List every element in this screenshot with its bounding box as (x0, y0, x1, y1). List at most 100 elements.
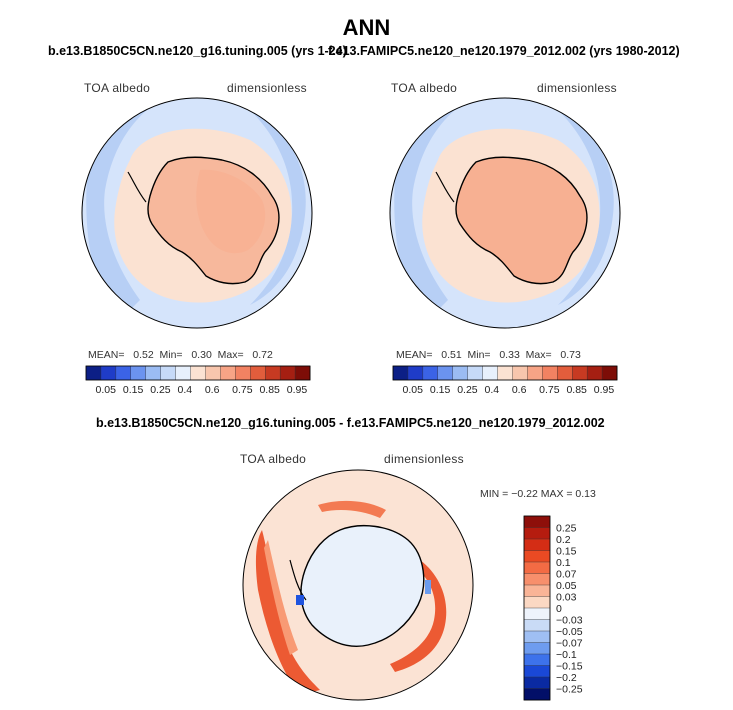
panel2-colorbar-swatch (527, 365, 543, 381)
panel1-colorbar-frame (85, 365, 311, 381)
panel2-colorbar-swatch (542, 365, 558, 381)
panel1-colorbar-swatch (85, 365, 102, 381)
diff-colorbar-swatch (523, 630, 551, 644)
diff-colorbar-tick-label: −0.25 (556, 684, 583, 696)
panel2-antarctica (456, 157, 587, 284)
diff-colorbar-tick-label: 0 (556, 603, 562, 615)
diff-subtitle: b.e13.B1850C5CN.ne120_g16.tuning.005 - f… (96, 416, 605, 430)
diff-colorbar-swatch (523, 573, 551, 586)
panel2-units-label: dimensionless (537, 81, 617, 95)
diff-colorbar-swatch (523, 676, 551, 690)
diff-var-label: TOA albedo (240, 452, 307, 466)
panel1-colorbar-tick-label: 0.25 (150, 384, 171, 396)
panel1-peninsula (127, 171, 147, 203)
diff-blue-patch-east (425, 580, 431, 594)
diff-colorbar-tick-label: −0.07 (556, 638, 583, 650)
diff-colorbar-tick-label: 0.07 (556, 569, 577, 581)
diff-map-border (242, 469, 474, 701)
panel2-colorbar-tick-label: 0.15 (430, 384, 451, 396)
panel2-ocean-band-east (558, 110, 614, 305)
panel1-ocean-band-east (250, 110, 306, 305)
panel1-colorbar-swatch (190, 365, 206, 381)
panel2-colorbar-swatch (422, 365, 439, 381)
panel1-subtitle: b.e13.B1850C5CN.ne120_g16.tuning.005 (yr… (48, 44, 347, 58)
figure-title: ANN (342, 15, 391, 40)
diff-colorbar-swatch (523, 688, 551, 701)
panel1-colorbar-swatch (220, 365, 236, 381)
panel2-colorbar-swatch (407, 365, 424, 381)
diff-peninsula (289, 559, 307, 601)
diff-colorbar-tick-label: −0.1 (556, 649, 577, 661)
panel2-map-border (389, 97, 621, 329)
diff-colorbar-swatch (523, 665, 551, 678)
panel2-colorbar: 0.05 0.15 0.25 0.4 0.6 0.75 0.85 0.95 (392, 365, 618, 396)
diff-coastline (300, 525, 425, 647)
panel2-colorbar-swatch (467, 365, 484, 381)
panel1-mean: MEAN= 0.52 Min= 0.30 Max= 0.72 (88, 349, 273, 361)
diff-red-north (318, 500, 386, 518)
diff-colorbar-swatch (523, 653, 551, 667)
diff-units-label: dimensionless (384, 452, 464, 466)
panel1-units-label: dimensionless (227, 81, 307, 95)
panel2-coastline (455, 156, 588, 285)
diff-colorbar-swatch (523, 561, 551, 575)
diff-colorbar-tick-label: 0.1 (556, 557, 571, 569)
diff-colorbar-swatch (523, 642, 551, 655)
diff-antarctica (300, 525, 424, 647)
diff-colorbar: 0.250.20.150.10.070.050.030−0.03−0.05−0.… (523, 515, 583, 701)
panel2-peninsula (435, 171, 455, 203)
panel1-colorbar-tick-label: 0.95 (287, 384, 308, 396)
panel1-colorbar: 0.05 0.15 0.25 0.4 0.6 0.75 0.85 0.95 (85, 365, 311, 396)
diff-colorbar-tick-label: −0.2 (556, 672, 577, 684)
panel2-colorbar-swatch (482, 365, 499, 381)
panel1-colorbar-tick-label: 0.15 (123, 384, 144, 396)
panel1-colorbar-tick-label: 0.6 (205, 384, 220, 396)
panel1-colorbar-swatch (100, 365, 117, 381)
diff-colorbar-tick-label: 0.2 (556, 534, 571, 546)
panel1-colorbar-swatch (115, 365, 132, 381)
diff-colorbar-swatch (523, 607, 551, 621)
panel2-mean: MEAN= 0.51 Min= 0.33 Max= 0.73 (396, 349, 581, 361)
diff-colorbar-tick-label: 0.15 (556, 546, 577, 558)
panel1-colorbar-swatch (160, 365, 177, 381)
diff-colorbar-tick-label: −0.03 (556, 615, 583, 627)
panel2-colorbar-swatch (392, 365, 409, 381)
diff-colorbar-swatch (523, 584, 551, 598)
panel1-colorbar-tick-label: 0.05 (96, 384, 117, 396)
diff-colorbar-swatch (523, 538, 551, 552)
diff-colorbar-tick-label: −0.15 (556, 661, 583, 673)
panel1-colorbar-swatch (175, 365, 192, 381)
panel2-colorbar-swatch (452, 365, 469, 381)
panel1-coastline (147, 156, 280, 285)
panel2-colorbar-tick-label: 0.05 (403, 384, 424, 396)
diff-colorbar-tick-label: 0.03 (556, 592, 577, 604)
diff-colorbar-tick-label: −0.05 (556, 626, 583, 638)
panel2-var-label: TOA albedo (391, 81, 458, 95)
diff-colorbar-frame (523, 515, 551, 701)
panel1-colorbar-swatch (250, 365, 266, 381)
panel1-colorbar-swatch (279, 365, 296, 381)
diff-red-east (390, 560, 447, 672)
panel2-colorbar-swatch (586, 365, 603, 381)
diff-colorbar-tick-label: 0.25 (556, 523, 577, 535)
panel1-colorbar-swatch (145, 365, 162, 381)
panel2-colorbar-swatch (601, 365, 618, 381)
panel1-colorbar-swatch (205, 365, 221, 381)
panel2-colorbar-swatch (557, 365, 573, 381)
panel1-plateau (196, 169, 266, 254)
panel2-colorbar-tick-label: 0.6 (512, 384, 527, 396)
diff-colorbar-tick-label: 0.05 (556, 580, 577, 592)
diff-minmax: MIN = −0.22 MAX = 0.13 (480, 488, 596, 500)
diff-blue-patch (296, 595, 304, 605)
panel1-colorbar-swatch (130, 365, 147, 381)
panel2-colorbar-frame (392, 365, 618, 381)
diff-colorbar-swatch (523, 515, 551, 529)
panel1-colorbar-swatch (265, 365, 281, 381)
diff-orange-west (264, 540, 298, 655)
panel1-var-label: TOA albedo (84, 81, 151, 95)
panel2-colorbar-tick-label: 0.4 (485, 384, 500, 396)
diff-colorbar-swatch (523, 619, 551, 632)
diff-colorbar-swatch (523, 527, 551, 540)
diff-red-west (255, 530, 320, 695)
